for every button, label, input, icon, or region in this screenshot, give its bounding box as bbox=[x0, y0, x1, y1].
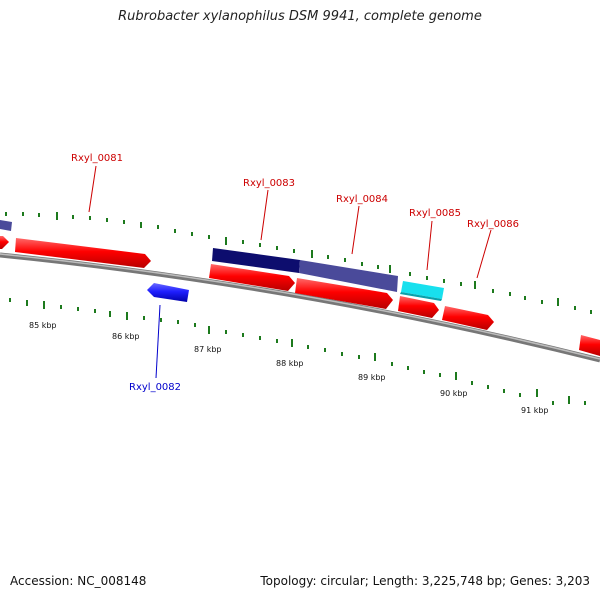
leader-rxyl-0083 bbox=[260, 189, 269, 241]
gene-label-rxyl-0081[interactable]: Rxyl_0081 bbox=[71, 153, 123, 164]
scale-label: 87 kbp bbox=[194, 345, 222, 354]
gene-arrow-partial-right[interactable] bbox=[579, 335, 600, 356]
forward-strand-track bbox=[0, 236, 600, 356]
gene-arrow-rxyl-0085[interactable] bbox=[398, 296, 439, 318]
leader-rxyl-0085 bbox=[426, 220, 433, 271]
gene-arrow-partial-left[interactable] bbox=[0, 236, 9, 249]
feature-segment-partial bbox=[0, 220, 12, 231]
genome-backbone-highlight bbox=[0, 253, 600, 360]
reverse-strand-track bbox=[147, 283, 189, 302]
feature-track bbox=[0, 220, 444, 301]
genome-summary-text: Topology: circular; Length: 3,225,748 bp… bbox=[260, 574, 590, 588]
label-leaders bbox=[88, 165, 492, 379]
gene-labels: Rxyl_0081 Rxyl_0082 Rxyl_0083 Rxyl_0084 … bbox=[71, 153, 519, 393]
feature-segment-0083[interactable] bbox=[212, 248, 300, 273]
leader-rxyl-0081 bbox=[88, 165, 97, 213]
gene-label-rxyl-0085[interactable]: Rxyl_0085 bbox=[409, 208, 461, 219]
gene-arrow-rxyl-0082[interactable] bbox=[147, 283, 189, 302]
gene-label-rxyl-0084[interactable]: Rxyl_0084 bbox=[336, 194, 388, 205]
gene-label-rxyl-0082[interactable]: Rxyl_0082 bbox=[129, 382, 181, 393]
scale-labels: 85 kbp 86 kbp 87 kbp 88 kbp 89 kbp 90 kb… bbox=[29, 321, 549, 415]
leader-rxyl-0084 bbox=[351, 205, 360, 255]
scale-label: 90 kbp bbox=[440, 389, 468, 398]
feature-segment-0085-shade bbox=[400, 292, 442, 301]
outer-scale-ticks bbox=[5, 212, 592, 314]
feature-segment-0084[interactable] bbox=[299, 260, 398, 292]
gene-arrow-rxyl-0086[interactable] bbox=[442, 306, 494, 330]
scale-label: 89 kbp bbox=[358, 373, 386, 382]
feature-segment-0085[interactable] bbox=[401, 281, 444, 299]
leader-rxyl-0086 bbox=[476, 229, 492, 279]
accession-text: Accession: NC_008148 bbox=[10, 574, 147, 588]
scale-label: 86 kbp bbox=[112, 332, 140, 341]
gene-label-rxyl-0086[interactable]: Rxyl_0086 bbox=[467, 219, 519, 230]
gene-arrow-rxyl-0081[interactable] bbox=[15, 238, 151, 268]
scale-label: 88 kbp bbox=[276, 359, 304, 368]
genome-backbone bbox=[0, 252, 600, 363]
gene-label-rxyl-0083[interactable]: Rxyl_0083 bbox=[243, 178, 295, 189]
gene-arrow-rxyl-0084[interactable] bbox=[295, 278, 393, 309]
leader-rxyl-0082 bbox=[155, 304, 161, 379]
gene-arrow-rxyl-0083[interactable] bbox=[209, 264, 295, 291]
scale-label: 85 kbp bbox=[29, 321, 57, 330]
map-title: Rubrobacter xylanophilus DSM 9941, compl… bbox=[118, 9, 482, 24]
scale-label: 91 kbp bbox=[521, 406, 549, 415]
inner-scale-ticks bbox=[9, 298, 586, 405]
